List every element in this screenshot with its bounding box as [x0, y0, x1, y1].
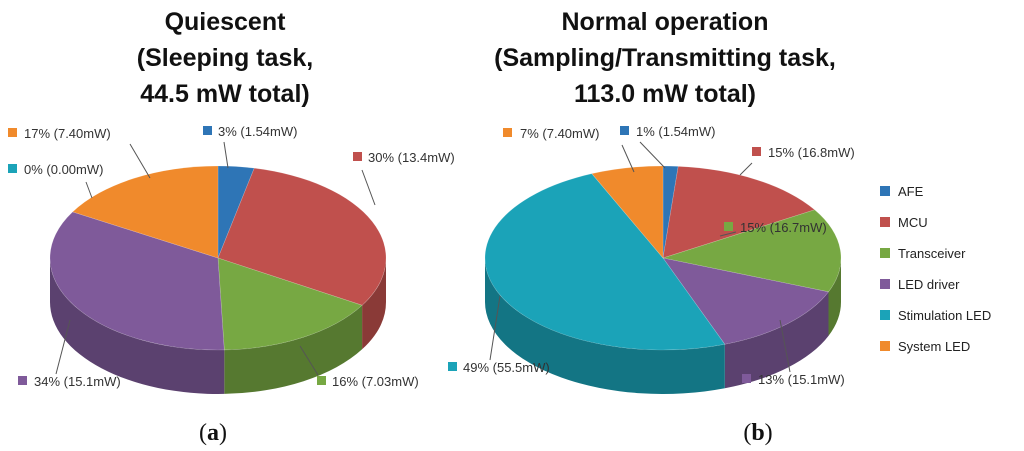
panel-label-b-letter: b [751, 420, 764, 446]
pie-chart-a: 3% (1.54mW) 30% (13.4mW) 16% (7.03mW) 34% (… [8, 124, 455, 394]
legend-label-stimulation-led: Stimulation LED [898, 308, 991, 323]
pie-a-leader-afe [223, 141, 229, 169]
legend-swatch-transceiver [880, 248, 890, 258]
legend-swatch-mcu [880, 217, 890, 227]
pie-b-leader-system-led [621, 144, 635, 173]
pie-a-slice-mcu [217, 167, 387, 306]
pie-a-leader-system-led [129, 143, 151, 179]
pie-a-leader-transceiver [299, 345, 319, 376]
pie-b-side-stimulation-led [485, 258, 725, 394]
pie-b-data-label-transceiver: 15% (16.7mW) [740, 220, 827, 235]
pie-b-leader-led-driver [779, 319, 791, 373]
legend-label-transceiver: Transceiver [898, 246, 966, 261]
pie-a-data-label-stimulation-led: 0% (0.00mW) [24, 162, 103, 177]
pie-b-label-marker-led-driver [742, 374, 751, 383]
pie-a-slice-transceiver [217, 257, 363, 351]
panel-label-a: (a) [199, 420, 227, 446]
pie-b-leader-mcu [739, 162, 753, 176]
pie-chart-b: 1% (1.54mW) 15% (16.8mW) 15% (16.7mW) 13% (… [448, 124, 855, 394]
pie-a-data-label-mcu: 30% (13.4mW) [368, 150, 455, 165]
pie-b-leader-transceiver [719, 231, 737, 237]
pie-a-slice-afe [217, 165, 255, 259]
pie-a-label-marker-mcu [353, 152, 362, 161]
legend-swatch-led-driver [880, 279, 890, 289]
pie-a-leader-stimulation-led [85, 181, 93, 199]
chart-a-title-line-2: (Sleeping task, [137, 44, 313, 72]
pie-a-slice-led-driver [49, 211, 225, 351]
panel-label-a-letter: a [207, 420, 219, 446]
pie-b-side-transceiver [828, 258, 841, 336]
chart-a-title-line-3: 44.5 mW total) [140, 80, 309, 108]
legend: AFE MCU Transceiver LED driver Stimulation L… [880, 184, 991, 354]
pie-a-side-transceiver [224, 305, 363, 394]
pie-b-leader-afe [639, 141, 666, 169]
pie-b-label-marker-afe [620, 126, 629, 135]
pie-a-data-label-system-led: 17% (7.40mW) [24, 126, 111, 141]
legend-label-mcu: MCU [898, 215, 928, 230]
pie-a-label-marker-led-driver [18, 376, 27, 385]
pie-a-slice-system-led [72, 165, 219, 259]
pie-b-label-marker-stimulation-led [448, 362, 457, 371]
chart-b-title-line-1: Normal operation [562, 8, 769, 36]
pie-b-label-marker-mcu [752, 147, 761, 156]
pie-b-data-label-led-driver: 13% (15.1mW) [758, 372, 845, 387]
pie-b-slice-led-driver [662, 257, 830, 345]
pie-a-label-marker-afe [203, 126, 212, 135]
pie-a-label-marker-stimulation-led [8, 164, 17, 173]
legend-swatch-stimulation-led [880, 310, 890, 320]
legend-swatch-afe [880, 186, 890, 196]
legend-label-afe: AFE [898, 184, 924, 199]
pie-b-side-led-driver [724, 291, 829, 389]
pie-b-slice-mcu [662, 166, 816, 259]
pie-b-label-marker-system-led [503, 128, 512, 137]
pie-a-label-marker-system-led [8, 128, 17, 137]
chart-b-title-line-3: 113.0 mW total) [574, 80, 756, 108]
pie-a-data-label-afe: 3% (1.54mW) [218, 124, 297, 139]
pie-a-side-led-driver [50, 258, 225, 394]
pie-a-data-label-transceiver: 16% (7.03mW) [332, 374, 419, 389]
legend-label-system-led: System LED [898, 339, 970, 354]
pie-a-leader-mcu [361, 169, 376, 206]
chart-a-title-line-1: Quiescent [165, 8, 287, 36]
legend-swatch-system-led [880, 341, 890, 351]
pie-b-label-marker-transceiver [724, 222, 733, 231]
pie-b-leader-stimulation-led [489, 295, 501, 361]
pie-b-data-label-system-led: 7% (7.40mW) [520, 126, 599, 141]
pie-a-data-label-led-driver: 34% (15.1mW) [34, 374, 121, 389]
legend-label-led-driver: LED driver [898, 277, 960, 292]
pie-b-data-label-mcu: 15% (16.8mW) [768, 145, 855, 160]
pie-a-label-marker-transceiver [317, 376, 326, 385]
pie-b-data-label-afe: 1% (1.54mW) [636, 124, 715, 139]
chart-b-title-line-2: (Sampling/Transmitting task, [494, 44, 836, 72]
pie-b-slice-stimulation-led [484, 173, 726, 351]
panel-label-b: (b) [743, 420, 772, 446]
pie-b-slice-transceiver [661, 209, 842, 293]
pie-b-data-label-stimulation-led: 49% (55.5mW) [463, 360, 550, 375]
pie-a-side-mcu [362, 258, 386, 350]
pie-a-leader-led-driver [55, 319, 71, 375]
